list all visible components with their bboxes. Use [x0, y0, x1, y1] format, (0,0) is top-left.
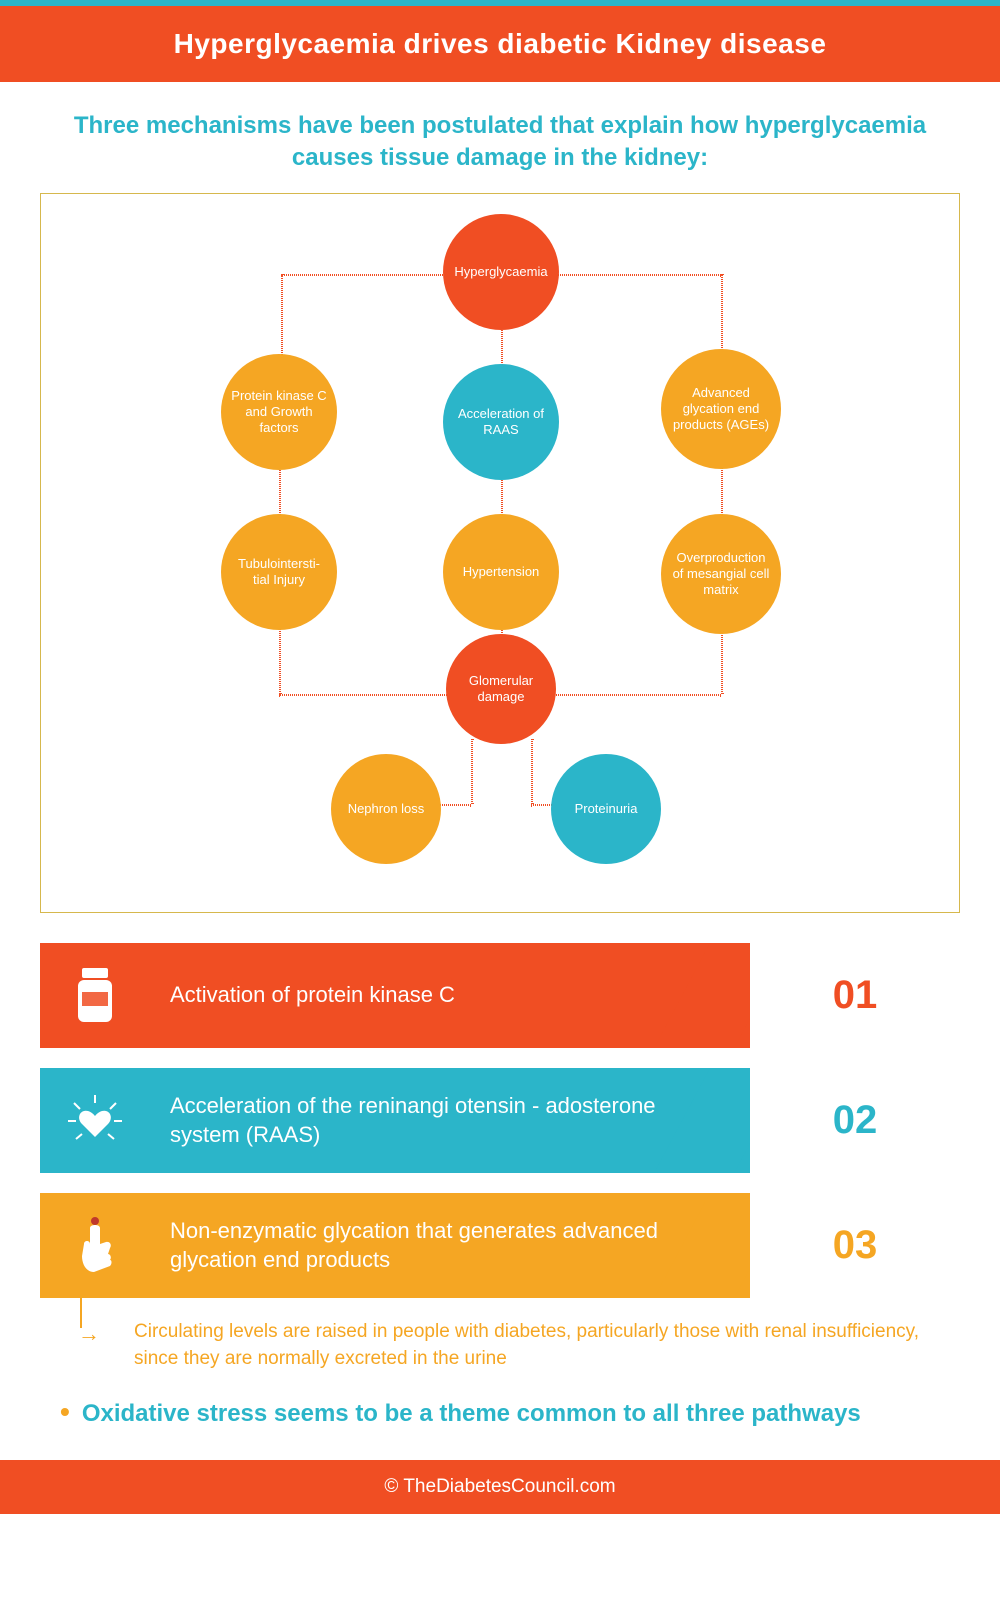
- node-mesangial: Overproduction of mesangial cell matrix: [661, 514, 781, 634]
- footer-text: © TheDiabetesCouncil.com: [384, 1476, 615, 1497]
- connector: [531, 739, 533, 804]
- mechanism-2-label: Acceleration of the reninangi otensin - …: [150, 1068, 750, 1173]
- mechanism-3-number: 03: [750, 1193, 960, 1298]
- node-glomerular: Glomerular damage: [446, 634, 556, 744]
- mechanism-row-1: Activation of protein kinase C 01: [40, 943, 960, 1048]
- connector: [551, 694, 721, 696]
- summary-text: Oxidative stress seems to be a theme com…: [82, 1398, 861, 1430]
- connector: [501, 476, 503, 519]
- node-tubulo: Tubulointersti-tial Injury: [221, 514, 337, 630]
- connector: [721, 274, 723, 354]
- node-raas: Acceleration of RAAS: [443, 364, 559, 480]
- note-callout: Circulating levels are raised in people …: [80, 1318, 920, 1378]
- arrow-icon: [80, 1318, 120, 1378]
- page-title-bar: Hyperglycaemia drives diabetic Kidney di…: [0, 6, 1000, 82]
- connector: [721, 466, 723, 519]
- connector: [721, 630, 723, 694]
- mechanism-1-label: Activation of protein kinase C: [150, 943, 750, 1048]
- mechanism-2-number: 02: [750, 1068, 960, 1173]
- heart-icon: [40, 1068, 150, 1173]
- summary-bullet: • Oxidative stress seems to be a theme c…: [60, 1398, 940, 1430]
- node-pkc: Protein kinase C and Growth factors: [221, 354, 337, 470]
- footer: © TheDiabetesCouncil.com: [0, 1460, 1000, 1514]
- note-text: Circulating levels are raised in people …: [134, 1318, 920, 1373]
- intro-text: Three mechanisms have been postulated th…: [0, 82, 1000, 193]
- mechanism-3-label: Non-enzymatic glycation that generates a…: [150, 1193, 750, 1298]
- page-title: Hyperglycaemia drives diabetic Kidney di…: [174, 28, 827, 59]
- node-nephron: Nephron loss: [331, 754, 441, 864]
- connector: [501, 324, 503, 369]
- connector: [471, 739, 473, 804]
- mechanism-row-2: Acceleration of the reninangi otensin - …: [40, 1068, 960, 1173]
- flow-diagram: Hyperglycaemia Protein kinase C and Growt…: [40, 193, 960, 913]
- connector: [279, 626, 281, 694]
- node-hyper: Hyperglycaemia: [443, 214, 559, 330]
- connector: [279, 466, 281, 519]
- jar-icon: [40, 943, 150, 1048]
- connector: [279, 694, 451, 696]
- finger-icon: [40, 1193, 150, 1298]
- mechanism-row-3: Non-enzymatic glycation that generates a…: [40, 1193, 960, 1298]
- connector: [281, 274, 283, 359]
- mechanism-1-number: 01: [750, 943, 960, 1048]
- bullet-icon: •: [60, 1398, 70, 1430]
- node-htn: Hypertension: [443, 514, 559, 630]
- node-ages: Advanced glycation end products (AGEs): [661, 349, 781, 469]
- connector: [436, 804, 471, 806]
- node-protein: Proteinuria: [551, 754, 661, 864]
